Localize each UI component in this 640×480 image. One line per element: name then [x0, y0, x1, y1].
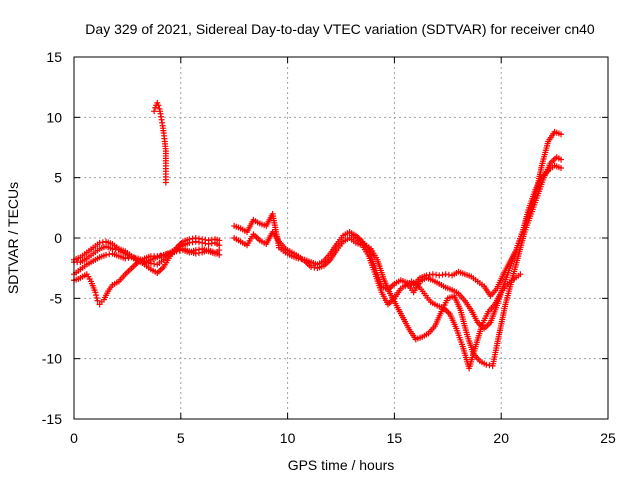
y-tick-label: -10 [42, 351, 62, 367]
data-point-track-3 [176, 247, 183, 254]
data-point-track-4 [208, 240, 215, 247]
y-axis-label: SDTVAR / TECUs [5, 182, 21, 294]
data-point-track-5 [436, 272, 443, 279]
data-point-track-6 [308, 263, 315, 270]
data-point-track-1 [96, 239, 103, 246]
data-point-track-4 [112, 246, 119, 253]
x-tick-label: 0 [70, 430, 78, 446]
data-point-track-3 [93, 292, 100, 299]
data-point-track-3 [195, 246, 202, 253]
data-point-track-4 [195, 239, 202, 246]
data-point-track-3 [92, 289, 99, 296]
data-point-track-5 [558, 131, 565, 138]
data-point-track-4 [186, 239, 193, 246]
data-point-track-3 [94, 297, 101, 304]
axis-ticks: 0 5 10 15 20 25 15 10 5 0 -5 -10 -15 [42, 49, 616, 446]
data-point-track-5 [445, 271, 452, 278]
x-tick-label: 20 [493, 430, 509, 446]
data-point-track-4 [205, 241, 212, 248]
data-point-track-4 [147, 260, 154, 267]
data-point-track-4 [199, 239, 206, 246]
x-tick-label: 15 [387, 430, 403, 446]
y-tick-label: 10 [46, 109, 62, 125]
data-point-track-3 [157, 252, 164, 259]
data-point-track-6 [311, 264, 318, 271]
data-point-spike [162, 179, 169, 186]
data-point-track-4 [131, 254, 138, 261]
data-point-track-5 [442, 271, 449, 278]
data-point-track-4 [202, 240, 209, 247]
data-point-track-4 [189, 239, 196, 246]
data-point-track-6 [558, 165, 565, 172]
data-point-track-7 [558, 156, 565, 163]
x-tick-label: 25 [600, 430, 616, 446]
y-tick-label: 15 [46, 49, 62, 65]
data-point-track-3 [154, 253, 161, 260]
y-tick-label: -15 [42, 411, 62, 427]
data-point-spike [151, 108, 158, 115]
data-point-track-3 [192, 247, 199, 254]
data-point-track-4 [216, 242, 223, 249]
data-points [71, 99, 565, 372]
y-tick-label: 5 [54, 170, 62, 186]
data-point-track-2 [106, 251, 113, 258]
data-point-spike [155, 102, 162, 109]
data-point-track-4 [151, 260, 158, 267]
chart-title: Day 329 of 2021, Sidereal Day-to-day VTE… [85, 21, 595, 37]
y-tick-label: -5 [50, 290, 63, 306]
data-point-track-4 [128, 254, 135, 261]
data-point-track-3 [93, 294, 100, 301]
data-point-track-4 [109, 245, 116, 252]
x-tick-label: 5 [177, 430, 185, 446]
x-axis-label: GPS time / hours [288, 457, 395, 473]
data-point-track-4 [192, 238, 199, 245]
data-point-track-5 [429, 271, 436, 278]
data-point-track-2 [103, 251, 110, 258]
data-point-track-5 [426, 271, 433, 278]
x-tick-label: 10 [280, 430, 296, 446]
data-point-track-1 [99, 239, 106, 246]
data-point-track-5 [433, 271, 440, 278]
y-tick-label: 0 [54, 230, 62, 246]
data-point-track-7 [486, 362, 493, 369]
data-point-track-8 [517, 271, 524, 278]
data-point-track-5 [439, 271, 446, 278]
data-point-track-7 [483, 361, 490, 368]
